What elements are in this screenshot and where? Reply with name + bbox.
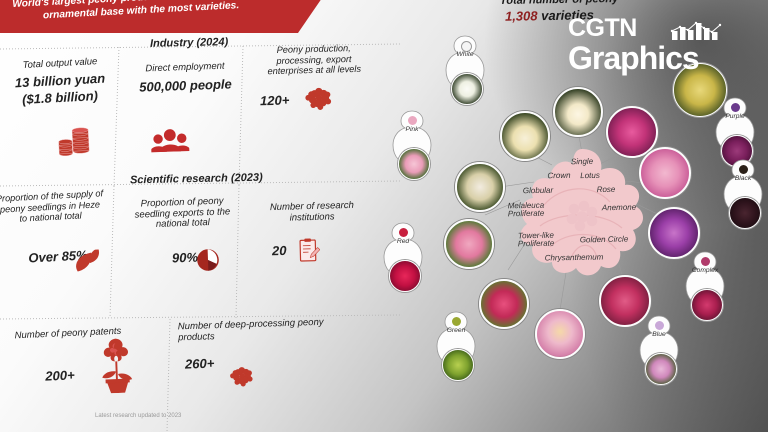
svg-text:CGTN: CGTN [568,14,637,42]
